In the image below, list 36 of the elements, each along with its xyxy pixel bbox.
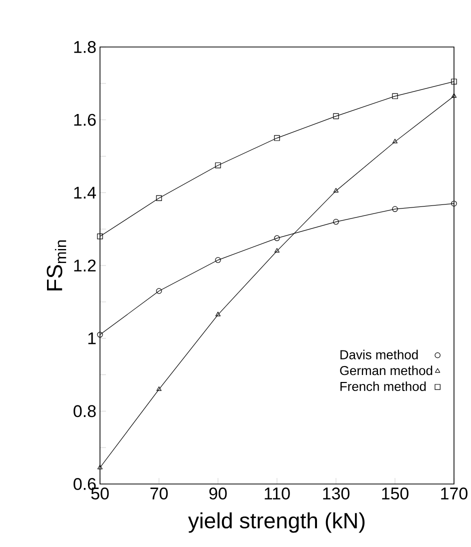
- y-tick-label: 0.6: [73, 478, 96, 490]
- y-tick-label: 1.6: [74, 114, 96, 126]
- x-tick-label: 150: [382, 488, 408, 500]
- x-tick-label: 50: [91, 488, 109, 500]
- point: [214, 162, 221, 168]
- x-tick-label: 130: [322, 488, 350, 500]
- point: [274, 248, 280, 253]
- point: [96, 233, 103, 240]
- point: [333, 188, 338, 192]
- point: [332, 218, 339, 225]
- point: [332, 113, 339, 120]
- x-tick-label: 90: [209, 488, 227, 500]
- point: [392, 206, 398, 212]
- point: [392, 138, 398, 144]
- point: [274, 135, 280, 141]
- point: [156, 288, 162, 294]
- y-tick-label: 1: [88, 332, 96, 344]
- point: [214, 257, 221, 263]
- point: [392, 93, 398, 100]
- point: [450, 78, 457, 84]
- y-tick-label: 1.2: [74, 260, 96, 272]
- y-tick-label: 1.8: [74, 41, 96, 53]
- y-tick-label: 1.4: [74, 186, 96, 198]
- legend-label: Davis method: [340, 350, 418, 360]
- point: [274, 235, 280, 242]
- point: [215, 312, 220, 316]
- x-tick-label: 170: [440, 488, 468, 500]
- y-axis-title: FS$_{min}$: [46, 240, 66, 290]
- x-axis-title: yield strength (kN): [188, 512, 364, 533]
- legend-label: French method: [340, 382, 426, 392]
- legend-label: German method: [340, 366, 432, 376]
- point: [156, 386, 162, 391]
- y-tick-label: 0.8: [73, 405, 96, 418]
- x-tick-label: 70: [150, 488, 168, 500]
- point: [156, 195, 162, 202]
- x-tick-label: 110: [264, 488, 290, 500]
